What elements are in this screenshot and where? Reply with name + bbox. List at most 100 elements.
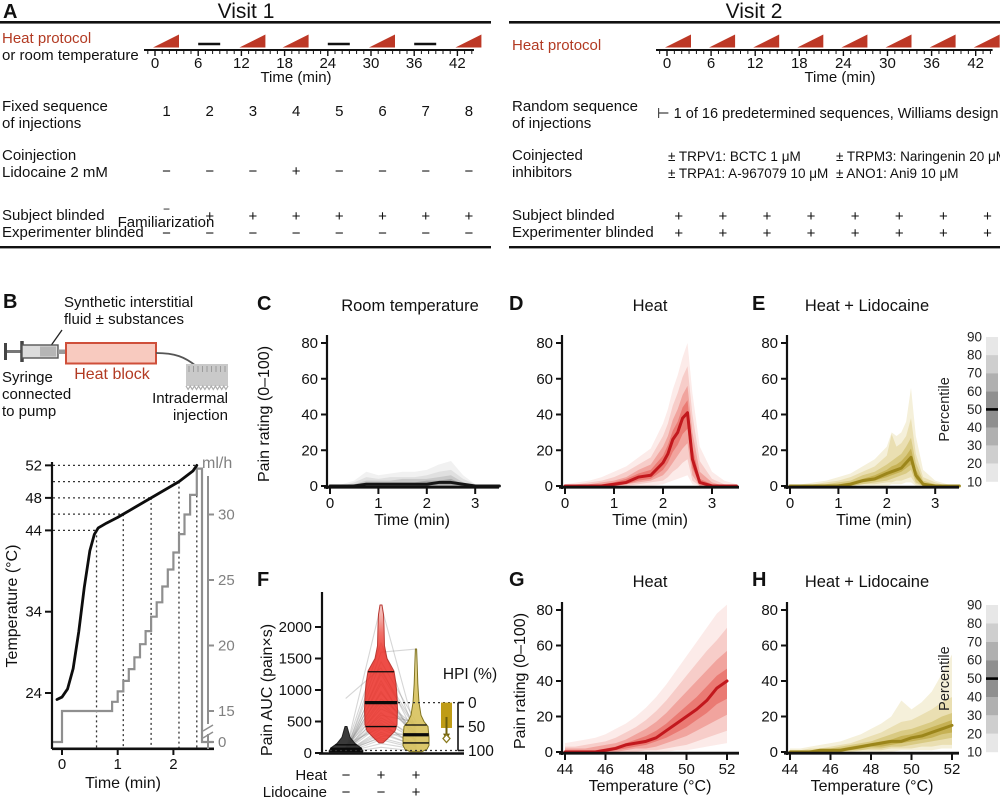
protocol-cell: − [378, 225, 387, 242]
svg-text:60: 60 [761, 638, 778, 655]
svg-text:20: 20 [967, 456, 982, 471]
v1-experimenter-blinded-label: Experimenter blinded [2, 224, 144, 241]
protocol-cell: + [894, 208, 904, 225]
intradermal-label-1: Intradermal [152, 390, 228, 407]
svg-text:20: 20 [967, 726, 982, 741]
panel-f-y-axis-title: Pain AUC (pain×s) [259, 623, 276, 757]
heat-row-value-1: − [341, 767, 351, 784]
panel-b-x-axis-title: Time (min) [85, 775, 161, 792]
syringe-label-3: to pump [2, 403, 57, 420]
protocol-cell: − [378, 163, 387, 180]
protocol-cell: + [248, 208, 258, 225]
svg-text:48: 48 [638, 761, 655, 778]
v1-coinjection-label-1: Coinjection [2, 147, 77, 164]
v2-inhibitors-label-2: inhibitors [512, 164, 573, 181]
svg-text:40: 40 [967, 690, 982, 705]
panel-b-label: B [3, 291, 18, 313]
protocol-cell: + [762, 208, 772, 225]
svg-text:20: 20 [536, 709, 553, 726]
heat-block-label: Heat block [74, 366, 150, 383]
svg-text:2: 2 [169, 756, 177, 773]
protocol-cell: − [205, 163, 215, 180]
panel-d-chart: 0 20 40 60 80 0 1 2 3 [536, 335, 739, 512]
heat-row-label: Heat [295, 767, 327, 784]
svg-text:20: 20 [761, 442, 778, 459]
svg-text:30: 30 [879, 55, 896, 72]
svg-text:500: 500 [287, 714, 312, 731]
v2-random-seq-label-2: of injections [512, 115, 592, 132]
svg-text:1: 1 [834, 495, 842, 512]
svg-text:60: 60 [301, 371, 318, 388]
protocol-cell: 1 [162, 103, 171, 120]
svg-text:18: 18 [791, 55, 808, 72]
svg-text:1: 1 [114, 756, 122, 773]
protocol-cell: + [718, 208, 728, 225]
protocol-cell: − [248, 163, 258, 180]
v1-fixed-seq-label-1: Fixed sequence [2, 98, 108, 115]
lidocaine-row-value-2: − [376, 784, 386, 801]
svg-text:42: 42 [967, 55, 984, 72]
svg-text:Percentile: Percentile [937, 646, 953, 710]
svg-text:42: 42 [449, 55, 466, 72]
svg-text:0: 0 [218, 734, 226, 751]
panel-e-x-axis-title: Time (min) [836, 512, 912, 529]
v1-time-axis-title: Time (min) [260, 69, 332, 86]
svg-text:20: 20 [218, 638, 235, 655]
svg-text:15: 15 [218, 703, 235, 720]
svg-text:80: 80 [967, 348, 982, 363]
panel-h-label: H [752, 569, 767, 591]
svg-text:6: 6 [194, 55, 202, 72]
protocol-cell: − [205, 225, 215, 242]
visit1-title: Visit 1 [217, 0, 275, 23]
svg-text:36: 36 [923, 55, 940, 72]
protocol-cell: + [674, 208, 684, 225]
svg-text:34: 34 [25, 604, 42, 621]
panel-e-title: Heat + Lidocaine [804, 297, 930, 315]
svg-text:40: 40 [761, 673, 778, 690]
panel-g-label: G [509, 569, 525, 591]
svg-text:46: 46 [822, 761, 839, 778]
protocol-cell: 3 [248, 103, 258, 120]
svg-text:12: 12 [233, 55, 250, 72]
protocol-cell: + [938, 225, 948, 242]
svg-text:10: 10 [967, 474, 982, 489]
protocol-cell: − [421, 225, 431, 242]
panel-d-x-axis-title: Time (min) [612, 512, 688, 529]
svg-text:30: 30 [218, 507, 235, 524]
lidocaine-row-value-1: − [341, 784, 351, 801]
svg-text:0: 0 [545, 478, 553, 495]
panel-c-label: C [257, 293, 272, 315]
panel-c-y-axis-title: Pain rating (0–100) [256, 345, 273, 483]
protocol-cell: − [162, 163, 171, 180]
protocol-cell: 6 [378, 103, 387, 120]
v2-inhibitors-label-1: Coinjected [512, 147, 583, 164]
svg-text:50: 50 [967, 402, 982, 417]
panel-e-chart: 0 20 40 60 80 0 1 2 3 [761, 335, 961, 512]
protocol-cell: + [938, 208, 948, 225]
protocol-cell: 2 [205, 103, 214, 120]
svg-text:40: 40 [536, 673, 553, 690]
svg-text:60: 60 [761, 371, 778, 388]
svg-text:70: 70 [967, 366, 982, 381]
panel-b-right-axis-title: ml/h [202, 455, 233, 472]
svg-text:3: 3 [708, 495, 716, 512]
syringe-label-1: Syringe [2, 369, 53, 386]
svg-text:44: 44 [557, 761, 574, 778]
svg-text:60: 60 [967, 653, 982, 668]
familiarization-note: Familiarization [117, 214, 215, 231]
protocol-cell: − [162, 225, 171, 242]
visit2-title: Visit 2 [725, 0, 783, 23]
svg-text:0: 0 [770, 744, 778, 761]
svg-text:Percentile: Percentile [937, 377, 953, 441]
svg-text:1: 1 [374, 495, 382, 512]
protocol-cell: − [464, 163, 474, 180]
protocol-cell: + [291, 163, 301, 180]
protocol-cell: − [248, 225, 258, 242]
protocol-cell: + [378, 208, 387, 225]
v2-protocol-label: Heat protocol [512, 37, 602, 54]
v2-experimenter-blinded-label: Experimenter blinded [512, 224, 654, 241]
svg-text:30: 30 [363, 55, 380, 72]
svg-text:12: 12 [747, 55, 764, 72]
